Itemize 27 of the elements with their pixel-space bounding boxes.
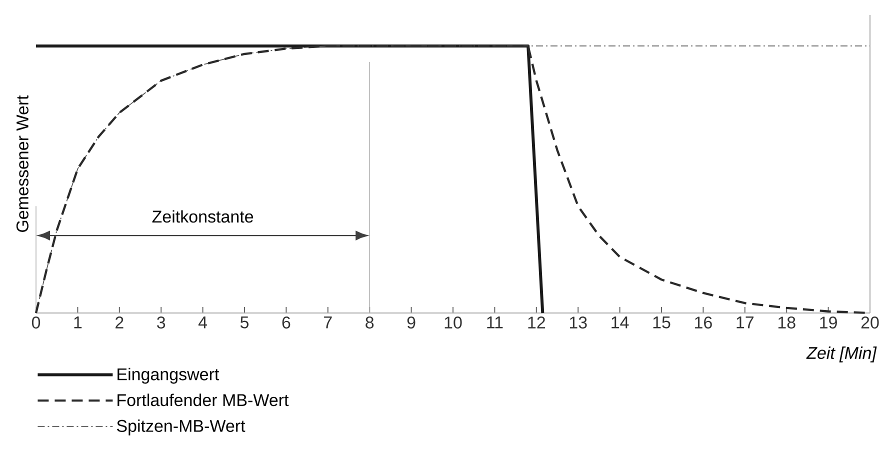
x-tick-label: 11 — [487, 316, 503, 328]
x-tick-label: 6 — [282, 316, 290, 329]
x-tick-label: 17 — [736, 316, 754, 328]
x-tick-label: 7 — [324, 316, 332, 328]
x-axis-title: Zeit [Min] — [806, 346, 877, 362]
x-tick-label: 8 — [366, 316, 374, 329]
y-axis-title: Gemessener Wert — [16, 95, 28, 232]
x-tick-label: 13 — [570, 316, 587, 329]
x-tick-label: 12 — [528, 316, 545, 328]
x-tick-label: 15 — [653, 316, 670, 328]
x-tick-label: 10 — [444, 316, 462, 329]
x-tick-label: 20 — [861, 316, 879, 329]
annotation: Zeitkonstante — [152, 210, 254, 223]
x-tick-label: 19 — [820, 316, 837, 329]
legend-label: Fortlaufender MB-Wert — [118, 394, 289, 406]
x-tick-label: 18 — [778, 316, 796, 329]
x-tick-label: 1 — [74, 316, 82, 328]
x-tick-label: 5 — [240, 316, 249, 328]
x-tick-label: 4 — [198, 316, 208, 328]
legend-label: Eingangswert — [118, 368, 220, 384]
x-tick-label: 3 — [157, 316, 166, 329]
x-tick-label: 9 — [407, 316, 416, 329]
x-tick-label: 14 — [612, 316, 629, 328]
x-tick-label: 16 — [695, 316, 712, 329]
x-tick-label: 0 — [32, 316, 40, 329]
legend-label: Spitzen-MB-Wert — [116, 419, 246, 436]
x-tick-label: 2 — [116, 316, 124, 328]
